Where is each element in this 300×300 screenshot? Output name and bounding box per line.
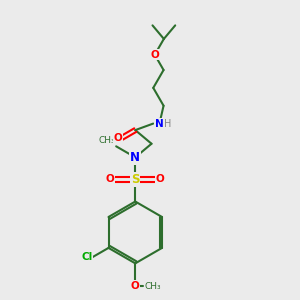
Text: CH₃: CH₃ (98, 136, 115, 145)
Text: Cl: Cl (81, 253, 92, 262)
Text: H: H (164, 119, 172, 129)
Text: NH: NH (155, 118, 172, 129)
Text: O: O (113, 133, 122, 143)
Text: CH₃: CH₃ (145, 281, 161, 290)
Text: S: S (131, 173, 140, 186)
Text: N: N (130, 151, 140, 164)
Text: O: O (106, 174, 115, 184)
Text: O: O (150, 50, 159, 60)
Text: O: O (156, 174, 165, 184)
Text: O: O (131, 281, 140, 291)
